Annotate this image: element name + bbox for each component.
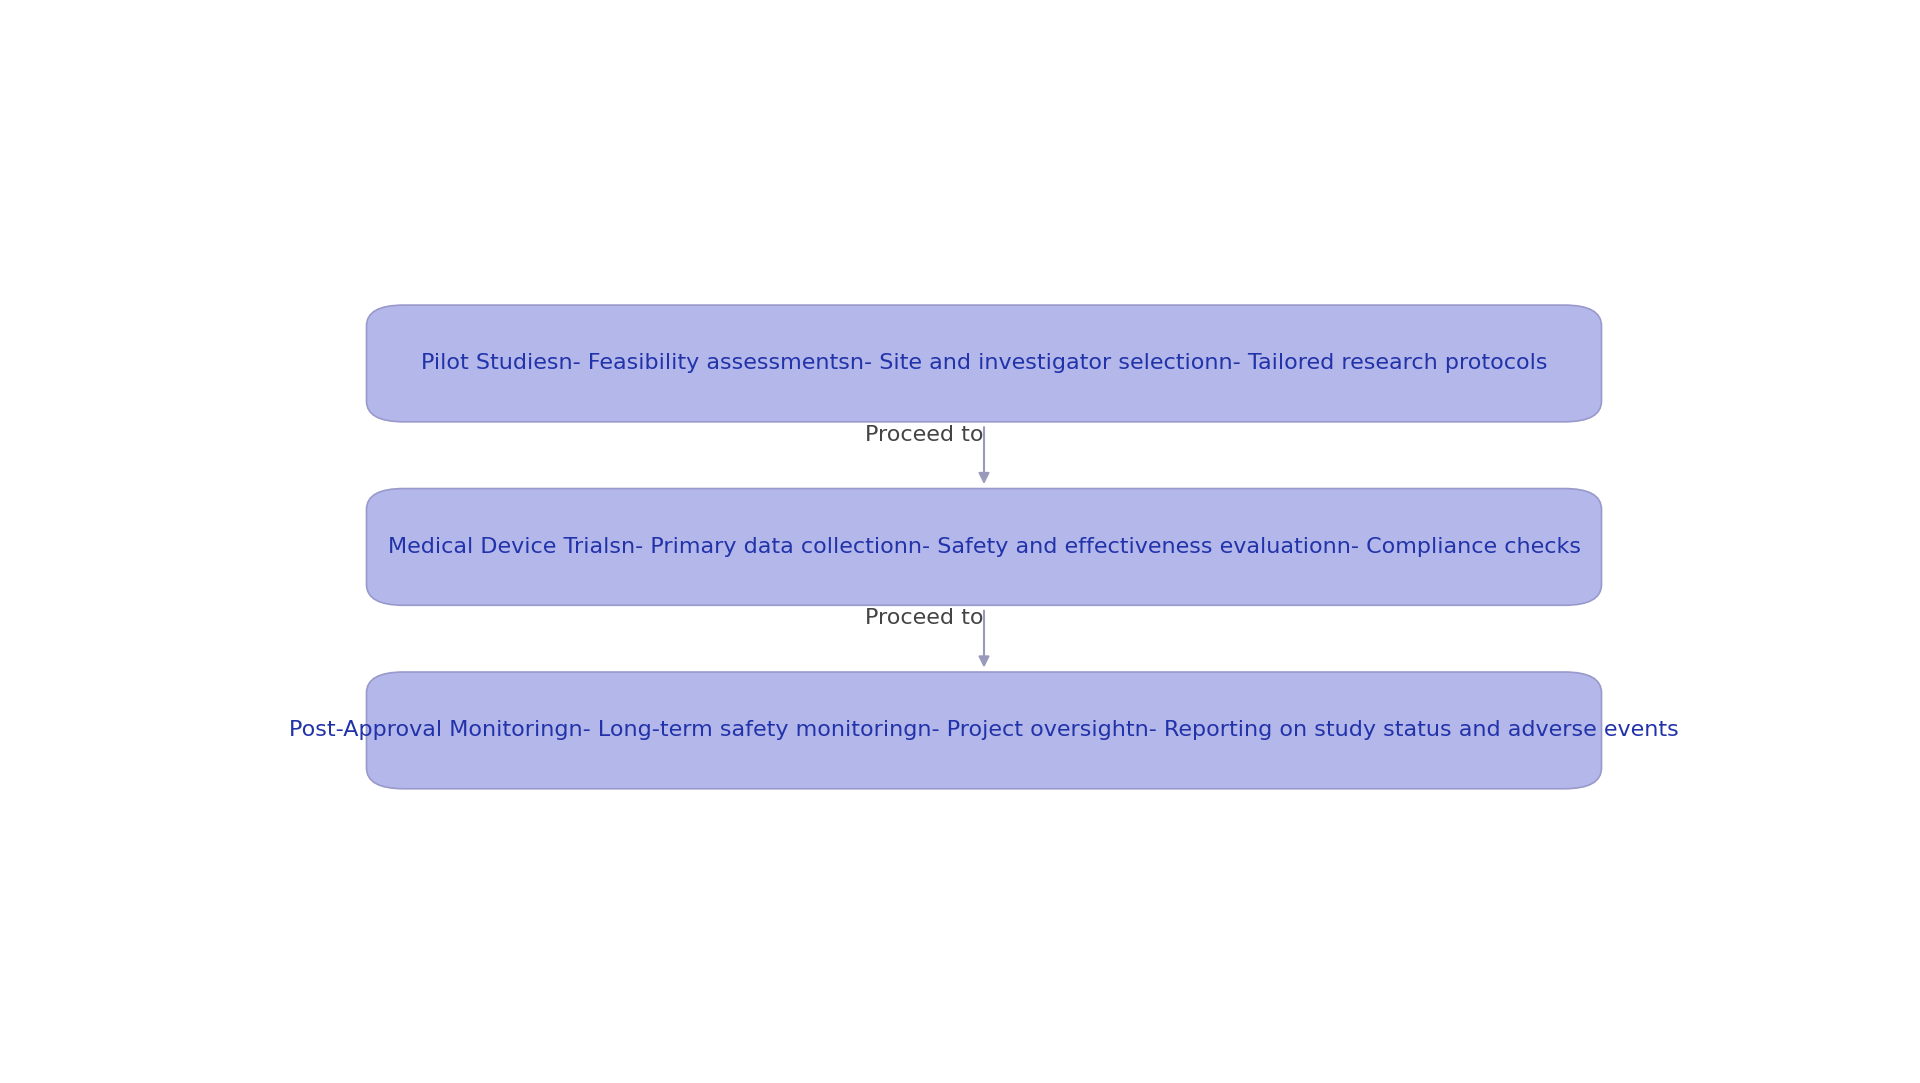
Text: Medical Device Trialsn- Primary data collectionn- Safety and effectiveness evalu: Medical Device Trialsn- Primary data col… — [388, 537, 1580, 557]
FancyBboxPatch shape — [367, 671, 1601, 788]
Text: Proceed to: Proceed to — [866, 425, 983, 445]
FancyBboxPatch shape — [367, 305, 1601, 422]
Text: Pilot Studiesn- Feasibility assessmentsn- Site and investigator selectionn- Tail: Pilot Studiesn- Feasibility assessmentsn… — [420, 353, 1548, 374]
FancyBboxPatch shape — [367, 488, 1601, 605]
Text: Post-Approval Monitoringn- Long-term safety monitoringn- Project oversightn- Rep: Post-Approval Monitoringn- Long-term saf… — [290, 720, 1678, 741]
Text: Proceed to: Proceed to — [866, 609, 983, 628]
